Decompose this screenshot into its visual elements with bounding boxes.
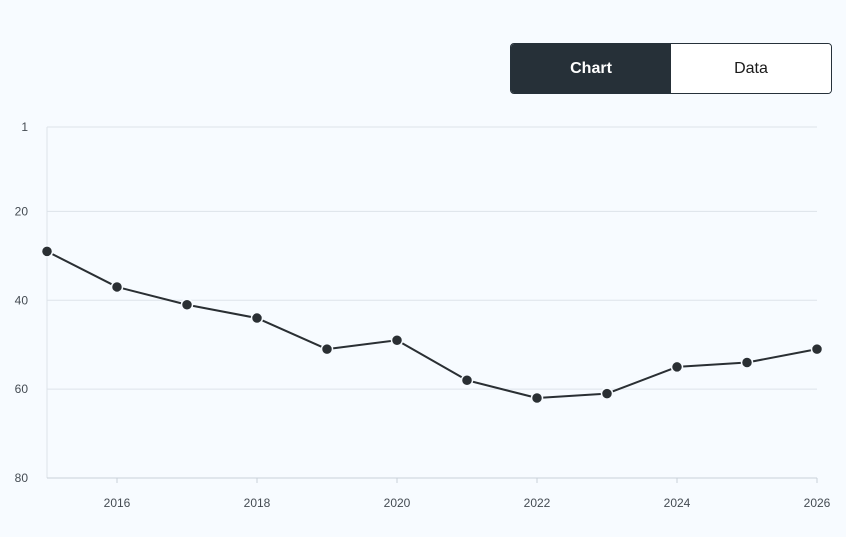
- y-tick-label: 60: [15, 382, 29, 396]
- data-point[interactable]: [390, 334, 404, 347]
- x-tick-label: 2016: [104, 496, 131, 510]
- y-tick-label: 1: [21, 120, 28, 134]
- data-point[interactable]: [110, 280, 124, 294]
- data-point[interactable]: [180, 298, 194, 311]
- x-tick-label: 2018: [244, 496, 271, 510]
- x-tick-label: 2020: [384, 496, 411, 510]
- view-toggle: Chart Data: [510, 43, 832, 94]
- grid-lines: [47, 126, 817, 479]
- y-tick-label: 20: [15, 204, 29, 218]
- data-point[interactable]: [460, 374, 474, 387]
- y-tick-label: 40: [15, 293, 29, 307]
- y-tick-label: 80: [15, 471, 29, 485]
- data-tab-button[interactable]: Data: [671, 44, 831, 93]
- data-point[interactable]: [670, 360, 684, 374]
- data-point[interactable]: [740, 356, 754, 369]
- data-point[interactable]: [250, 311, 264, 325]
- series: [40, 245, 824, 405]
- x-tick-label: 2026: [804, 496, 831, 510]
- data-point[interactable]: [320, 342, 334, 356]
- data-point[interactable]: [600, 387, 614, 400]
- chart-tab-button[interactable]: Chart: [511, 44, 671, 93]
- x-tick-labels: 2016 2018 2020 2022 2024 2026: [104, 496, 831, 510]
- data-point[interactable]: [810, 342, 824, 356]
- data-point[interactable]: [530, 391, 544, 405]
- x-tick-label: 2024: [664, 496, 691, 510]
- series-line: [46, 250, 818, 400]
- data-point[interactable]: [40, 245, 54, 258]
- x-tick-label: 2022: [524, 496, 551, 510]
- y-tick-labels: 1 20 40 60 80: [15, 120, 29, 485]
- axes: [46, 127, 818, 483]
